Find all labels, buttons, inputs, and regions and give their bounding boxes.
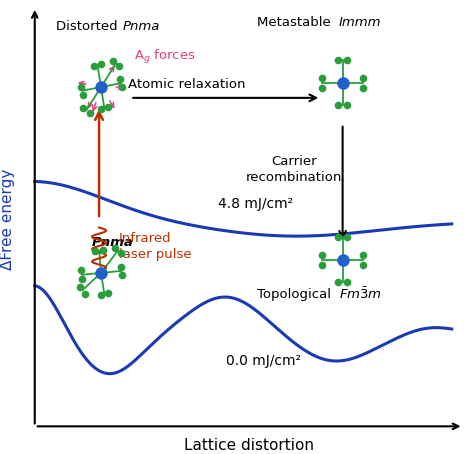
Text: Carrier
recombination: Carrier recombination bbox=[246, 155, 342, 184]
Text: ΔFree energy: ΔFree energy bbox=[0, 168, 15, 270]
Text: Metastable: Metastable bbox=[257, 16, 335, 29]
Text: Immm: Immm bbox=[339, 16, 381, 29]
Text: Pnma: Pnma bbox=[91, 236, 133, 249]
Text: Distorted: Distorted bbox=[56, 20, 122, 33]
Text: Atomic relaxation: Atomic relaxation bbox=[128, 79, 246, 91]
Text: 0.0 mJ/cm²: 0.0 mJ/cm² bbox=[226, 354, 301, 368]
Text: Lattice distortion: Lattice distortion bbox=[184, 438, 314, 453]
Text: A$_g$ forces: A$_g$ forces bbox=[134, 48, 196, 66]
Text: Topological: Topological bbox=[257, 288, 335, 301]
Text: Pnma: Pnma bbox=[122, 20, 160, 33]
Text: Infrared
laser pulse: Infrared laser pulse bbox=[118, 232, 191, 262]
Text: Fm$\bar{3}$m: Fm$\bar{3}$m bbox=[339, 287, 382, 302]
Text: 4.8 mJ/cm²: 4.8 mJ/cm² bbox=[218, 197, 293, 211]
